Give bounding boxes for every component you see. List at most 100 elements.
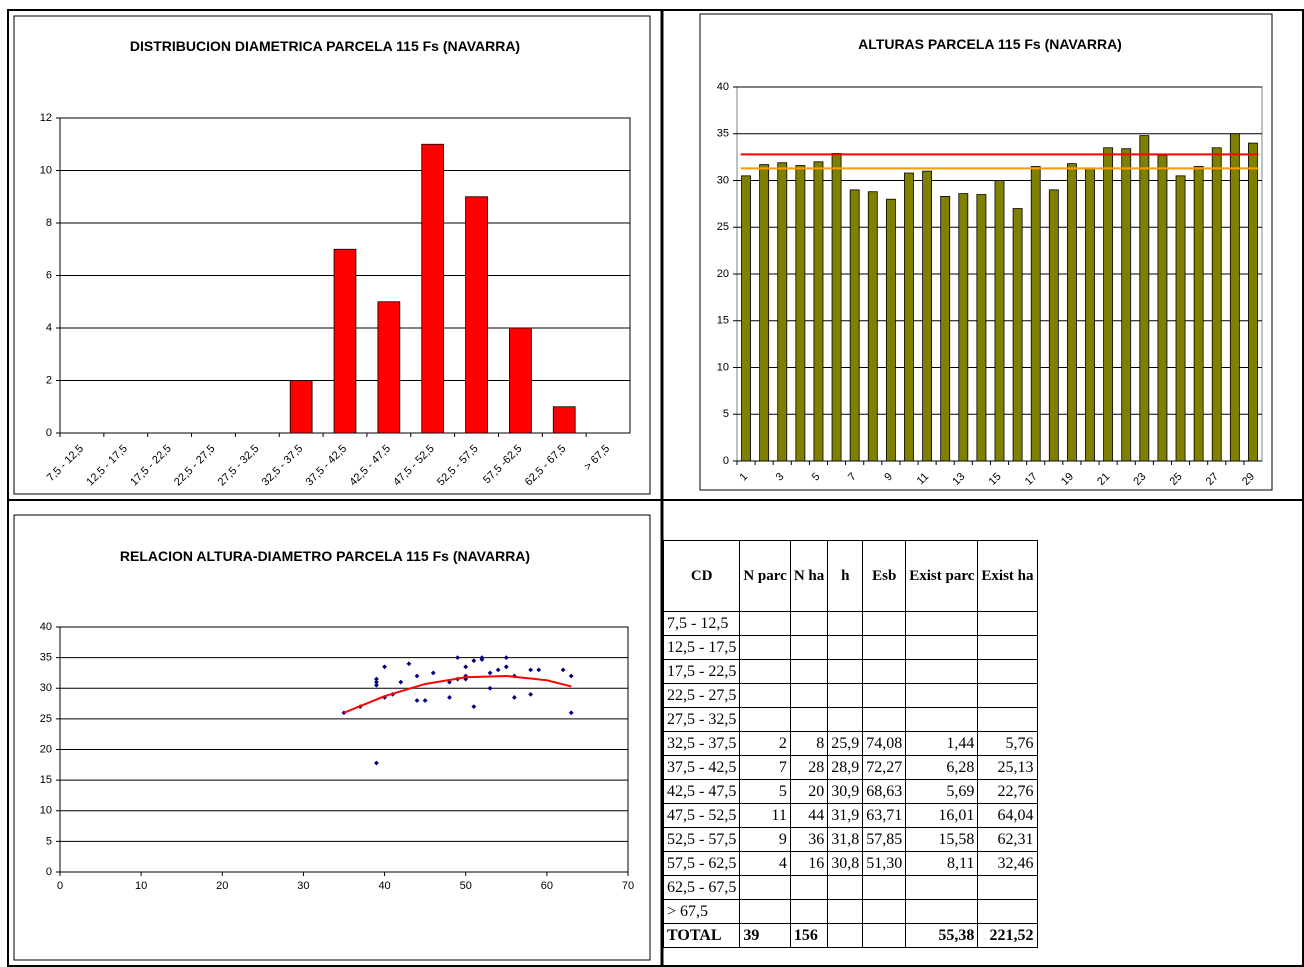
table-cell: 221,52: [977, 923, 1038, 948]
table-cell: [739, 659, 791, 684]
bar: [831, 152, 842, 462]
table-cell: [789, 611, 829, 636]
frame: [7, 9, 1304, 967]
table-cell: [977, 899, 1038, 924]
table-cell: 25,9: [827, 731, 864, 756]
y-tick-label: 8: [46, 217, 52, 229]
table-cell: 7: [739, 755, 791, 780]
y-tick-label: 10: [40, 805, 52, 817]
table-cell: 2: [739, 731, 791, 756]
table-cell: 72,27: [862, 755, 907, 780]
point: [568, 673, 574, 679]
table-cell: [862, 875, 907, 900]
y-tick-label: 0: [723, 455, 729, 467]
bar: [813, 161, 824, 462]
bar: [465, 196, 488, 434]
table-row: 12,5 - 17,5: [662, 635, 1038, 660]
bar: [1048, 189, 1059, 462]
table-cell: [905, 659, 979, 684]
table-cell: [862, 683, 907, 708]
y-tick-label: 10: [40, 164, 52, 176]
table-row: 47,5 - 52,5 11 44 31,9 63,71 16,01 64,04: [662, 803, 1038, 828]
bar: [1030, 166, 1041, 462]
table-cell: 57,85: [862, 827, 907, 852]
table-cell: 22,76: [977, 779, 1038, 804]
column-header: Exist ha: [977, 540, 1038, 612]
bar: [377, 301, 401, 434]
y-tick-label: 25: [40, 713, 52, 725]
table-cell: 8,11: [905, 851, 979, 876]
table-row: 37,5 - 42,5 7 28 28,9 72,27 6,28 25,13: [662, 755, 1038, 780]
table-cell: 6,28: [905, 755, 979, 780]
y-tick-label: 5: [723, 408, 729, 420]
x-tick-label: 0: [57, 880, 63, 892]
bar: [904, 172, 914, 462]
table-cell: 17,5 - 22,5: [662, 659, 741, 684]
table-cell: 51,30: [862, 851, 907, 876]
bar: [994, 180, 1005, 462]
table-cell: 74,08: [862, 731, 907, 756]
y-tick-label: 5: [46, 835, 52, 847]
table-cell: [739, 899, 791, 924]
table-cell: [827, 659, 864, 684]
table-row: 62,5 - 67,5: [662, 875, 1038, 900]
table-cell: [977, 875, 1038, 900]
x-tick-label: 40: [378, 880, 390, 892]
bar: [976, 194, 987, 462]
table-cell: 25,13: [977, 755, 1038, 780]
bar: [958, 193, 969, 462]
y-tick-label: 0: [46, 427, 52, 439]
table-row: 17,5 - 22,5: [662, 659, 1038, 684]
table-cell: [862, 923, 907, 948]
chart-area: [13, 15, 651, 495]
point: [511, 695, 517, 700]
y-tick-label: 40: [40, 621, 52, 633]
table-cell: 31,8: [827, 827, 864, 852]
x-tick-label: 70: [622, 880, 634, 892]
table-cell: [789, 875, 829, 900]
x-tick-label: 30: [297, 880, 309, 892]
y-tick-label: 20: [717, 268, 729, 280]
table-cell: 28,9: [827, 755, 864, 780]
table-cell: [789, 659, 829, 684]
bar: [1229, 133, 1240, 462]
table-cell: [789, 899, 829, 924]
table-row: 22,5 - 27,5: [662, 683, 1038, 708]
bar: [885, 198, 896, 462]
table-cell: [862, 707, 907, 732]
table-cell: [977, 659, 1038, 684]
bar: [759, 164, 770, 462]
bar: [777, 162, 788, 462]
bar: [552, 406, 576, 434]
table-cell: 44: [789, 803, 829, 828]
point: [528, 691, 534, 697]
table-cell: 12,5 - 17,5: [662, 635, 741, 660]
table-cell: 32,46: [977, 851, 1038, 876]
table-row: 42,5 - 47,5 5 20 30,9 68,63 5,69 22,76: [662, 779, 1038, 804]
bar: [1066, 163, 1077, 462]
y-tick-label: 10: [717, 361, 729, 373]
table-cell: 7,5 - 12,5: [662, 611, 741, 636]
table-cell: [827, 707, 864, 732]
x-tick-label: 20: [216, 880, 228, 892]
table-cell: 5: [739, 779, 791, 804]
table-cell: [827, 899, 864, 924]
column-header: Exist parc: [905, 540, 979, 612]
column-header: N parc: [739, 540, 791, 612]
table-cell: 30,9: [827, 779, 864, 804]
bar: [289, 380, 313, 434]
table-cell: [977, 683, 1038, 708]
table-cell: > 67,5: [662, 899, 741, 924]
table-cell: 5,76: [977, 731, 1038, 756]
table-cell: 52,5 - 57,5: [662, 827, 741, 852]
y-tick-label: 25: [717, 221, 729, 233]
table-cell: [862, 659, 907, 684]
table-cell: 30,8: [827, 851, 864, 876]
y-tick-label: 30: [40, 682, 52, 694]
table-cell: [862, 899, 907, 924]
table-cell: TOTAL: [662, 923, 741, 948]
y-tick-label: 4: [46, 322, 52, 334]
table-cell: 57,5 - 62,5: [662, 851, 741, 876]
data-table: CD N parc N ha h Esb Exist parc Exist ha 7,5 - …: [662, 540, 1038, 948]
table-cell: 62,5 - 67,5: [662, 875, 741, 900]
